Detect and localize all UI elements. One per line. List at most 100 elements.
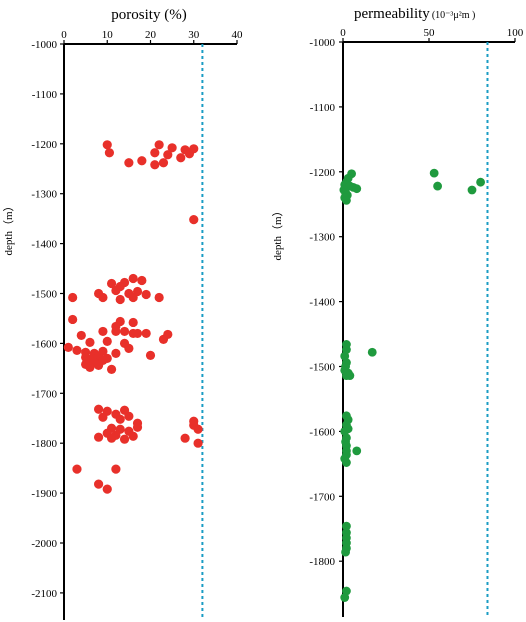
porosity-point bbox=[154, 292, 164, 303]
porosity-point bbox=[158, 158, 169, 168]
porosity-point bbox=[124, 343, 134, 353]
porosity-point bbox=[132, 328, 143, 339]
porosity-point bbox=[98, 412, 108, 422]
porosity-xtick-label: 30 bbox=[188, 29, 200, 41]
permeability-ytick-label: -1300 bbox=[309, 232, 335, 244]
porosity-ylabel: depth（m） bbox=[2, 201, 15, 256]
porosity-point bbox=[176, 153, 186, 163]
permeability-ytick-label: -1700 bbox=[309, 491, 335, 503]
permeability-ytick-label: -1200 bbox=[309, 167, 335, 179]
porosity-point bbox=[132, 422, 143, 432]
porosity-point bbox=[137, 275, 147, 286]
porosity-point bbox=[128, 273, 138, 284]
permeability-title-unit: (10⁻³μ²m ) bbox=[432, 10, 476, 21]
porosity-point bbox=[189, 215, 199, 225]
porosity-panel: porosity (%) depth（m） 0 10 20 30 40 -1000 -110… bbox=[2, 7, 243, 620]
permeability-ticks: 0 50 100 -1000 -1100 -1200 -1300 -1400 -1500 -160… bbox=[309, 27, 523, 622]
porosity-point bbox=[85, 337, 95, 348]
permeability-ylabel: depth（m） bbox=[271, 206, 284, 261]
porosity-point bbox=[102, 336, 112, 347]
permeability-point bbox=[467, 185, 477, 195]
porosity-ytick-label: -1800 bbox=[31, 438, 57, 450]
permeability-point bbox=[433, 181, 442, 191]
permeability-ytick-label: -1000 bbox=[309, 37, 335, 49]
porosity-point bbox=[150, 148, 160, 158]
porosity-point bbox=[102, 484, 112, 494]
porosity-point bbox=[68, 292, 78, 303]
porosity-point bbox=[115, 414, 125, 424]
porosity-point bbox=[94, 479, 104, 489]
porosity-points bbox=[63, 140, 203, 494]
permeability-point bbox=[342, 195, 351, 205]
permeability-ytick-label: -1500 bbox=[309, 362, 335, 374]
permeability-title: permeability (10⁻³μ²m ) bbox=[354, 6, 475, 22]
permeability-xtick-label: 50 bbox=[424, 27, 436, 39]
porosity-xtick-label: 0 bbox=[61, 29, 67, 41]
porosity-point bbox=[102, 140, 112, 150]
porosity-point bbox=[193, 424, 203, 434]
porosity-ytick-label: -1600 bbox=[31, 338, 57, 350]
porosity-point bbox=[119, 326, 130, 337]
porosity-ytick-label: -2000 bbox=[31, 538, 57, 550]
permeability-ytick-label: -1800 bbox=[309, 556, 335, 568]
permeability-point bbox=[352, 184, 362, 194]
porosity-point bbox=[104, 148, 115, 158]
porosity-point bbox=[124, 411, 134, 421]
porosity-xtick-label: 10 bbox=[102, 29, 114, 41]
permeability-xtick-label: 0 bbox=[340, 27, 346, 39]
porosity-point bbox=[184, 149, 195, 159]
permeability-xtick-label: 100 bbox=[507, 27, 524, 39]
porosity-ytick-label: -2100 bbox=[31, 588, 57, 600]
porosity-ytick-label: -1500 bbox=[31, 289, 57, 301]
porosity-ytick-label: -1200 bbox=[31, 139, 57, 151]
porosity-ytick-label: -1900 bbox=[31, 488, 57, 500]
permeability-points bbox=[339, 168, 485, 602]
porosity-point bbox=[141, 289, 151, 300]
permeability-point bbox=[345, 371, 355, 380]
porosity-point bbox=[180, 433, 190, 443]
porosity-point bbox=[72, 345, 82, 355]
porosity-point bbox=[150, 160, 160, 170]
porosity-ytick-label: -1700 bbox=[31, 388, 57, 400]
permeability-panel: permeability (10⁻³μ²m ) depth（m） 0 50 100 -1… bbox=[271, 6, 524, 622]
porosity-point bbox=[111, 348, 121, 358]
porosity-point bbox=[128, 292, 138, 303]
porosity-point bbox=[106, 364, 117, 374]
porosity-ytick-label: -1000 bbox=[31, 39, 57, 51]
permeability-point bbox=[341, 547, 350, 557]
permeability-title-main: permeability bbox=[354, 6, 430, 22]
porosity-point bbox=[154, 140, 164, 150]
permeability-point bbox=[429, 168, 439, 178]
permeability-ytick-label: -1100 bbox=[310, 102, 336, 114]
porosity-point bbox=[167, 143, 177, 153]
permeability-point bbox=[476, 177, 485, 187]
porosity-ytick-label: -1400 bbox=[31, 239, 57, 251]
porosity-point bbox=[94, 360, 104, 370]
porosity-point bbox=[145, 350, 156, 360]
permeability-point bbox=[352, 446, 362, 456]
porosity-point bbox=[115, 294, 125, 305]
porosity-xtick-label: 40 bbox=[232, 29, 244, 41]
porosity-point bbox=[106, 433, 117, 443]
porosity-point bbox=[68, 314, 78, 325]
porosity-point bbox=[111, 464, 121, 474]
porosity-point bbox=[128, 317, 138, 328]
porosity-point bbox=[76, 330, 86, 341]
porosity-point bbox=[128, 431, 138, 441]
porosity-title: porosity (%) bbox=[111, 7, 186, 23]
porosity-point bbox=[119, 434, 130, 444]
porosity-point bbox=[158, 334, 169, 345]
porosity-point bbox=[94, 432, 104, 442]
permeability-point bbox=[342, 521, 351, 531]
porosity-point bbox=[63, 342, 73, 352]
permeability-point bbox=[367, 347, 377, 357]
permeability-point bbox=[340, 593, 350, 602]
porosity-point bbox=[137, 156, 147, 166]
porosity-point bbox=[111, 285, 121, 296]
porosity-point bbox=[106, 278, 117, 289]
porosity-xtick-label: 20 bbox=[145, 29, 157, 41]
permeability-point bbox=[342, 458, 351, 467]
porosity-point bbox=[124, 158, 134, 168]
permeability-ytick-label: -1400 bbox=[309, 297, 335, 309]
